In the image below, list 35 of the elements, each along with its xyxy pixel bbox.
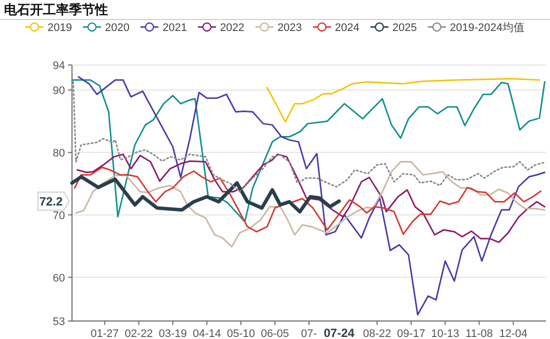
y-tick-label: 70	[52, 210, 65, 222]
legend-label: 2022	[220, 22, 244, 34]
x-tick-label: 07-	[301, 328, 318, 339]
x-tick-label: 08-22	[363, 328, 392, 339]
text: 07-24	[324, 326, 355, 339]
x-tick-label: 09-17	[397, 328, 426, 339]
x-tick-label: 11-08	[466, 328, 493, 339]
line-series	[72, 81, 546, 192]
x-tick-label: 04-14	[192, 328, 221, 339]
x-tick-label: 01-27	[90, 328, 119, 339]
annotation: 72.2	[38, 192, 70, 211]
y-tick-label: 53	[52, 316, 65, 328]
chart-title: 电石开工率季节性	[4, 2, 108, 18]
y-tick-label: 94	[52, 60, 65, 72]
x-tick-label: 06-05	[260, 328, 290, 339]
y-tick-label: 60	[52, 272, 65, 284]
line-series	[70, 175, 341, 214]
y-tick-label: 90	[52, 84, 65, 97]
x-tick-label: 02-22	[124, 328, 153, 339]
x-tick-label: 03-19	[158, 328, 187, 339]
line-series	[266, 78, 540, 123]
legend-label: 2019	[48, 22, 72, 34]
line-series	[74, 166, 542, 235]
legend-label: 2021	[162, 22, 187, 34]
legend-label: 2020	[104, 22, 130, 34]
legend-label: 2023	[277, 22, 302, 34]
line-series	[71, 79, 546, 222]
y-tick-label: 80	[52, 147, 65, 160]
legend-label: 2025	[392, 22, 417, 34]
x-tick-label: 10-13	[431, 328, 460, 339]
line-series	[78, 76, 546, 316]
x-tick-label: 05-10	[226, 328, 255, 339]
legend-label: 2024	[334, 22, 360, 34]
legend-label: 2019-2024均值	[450, 22, 524, 34]
x-tick-label: 12-04	[499, 328, 528, 339]
